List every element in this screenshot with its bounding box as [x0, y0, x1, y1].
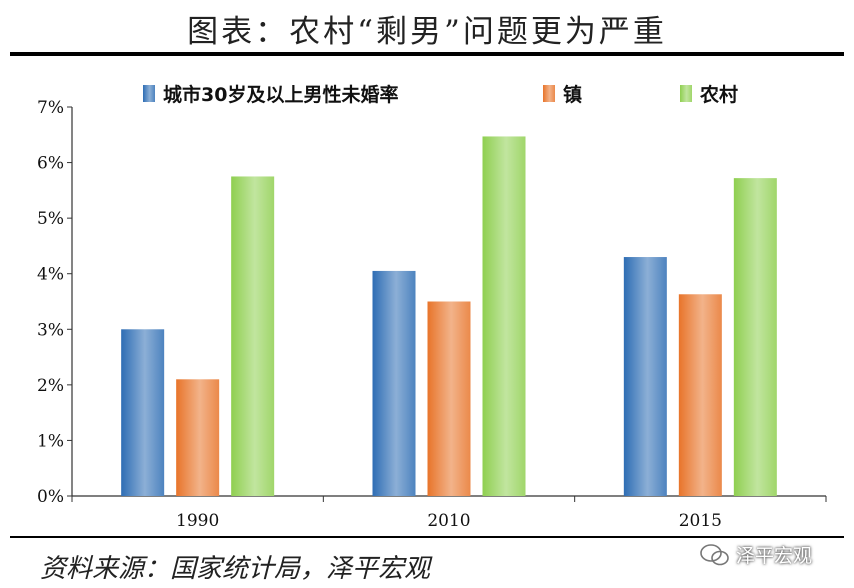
legend-swatch — [143, 85, 155, 102]
wechat-icon — [700, 543, 729, 565]
page-title: 图表：农村“剩男”问题更为严重 — [187, 14, 667, 50]
y-tick-label: 3% — [37, 320, 64, 340]
legend-label: 镇 — [563, 83, 582, 106]
bar-2010-series-2 — [482, 136, 526, 496]
legend-swatch — [543, 85, 555, 102]
source-rule — [10, 536, 844, 538]
bars — [121, 136, 777, 497]
legend: 城市30岁及以上男性未婚率 镇 农村 — [143, 83, 738, 106]
y-tick-label: 7% — [37, 98, 64, 118]
bar-2010-series-0 — [372, 270, 416, 496]
bar-2015-series-2 — [733, 178, 777, 497]
legend-label: 城市30岁及以上男性未婚率 — [163, 83, 398, 106]
bar-1990-series-1 — [176, 379, 220, 496]
x-tick-label: 2015 — [679, 511, 722, 531]
bar-2015-series-1 — [678, 294, 722, 496]
bar-2015-series-0 — [623, 257, 667, 496]
watermark: 泽平宏观 — [700, 541, 812, 568]
source-note: 资料来源：国家统计局，泽平宏观 — [40, 554, 431, 584]
bar-2010-series-1 — [427, 301, 471, 496]
bar-1990-series-2 — [231, 176, 275, 496]
watermark-text: 泽平宏观 — [736, 545, 813, 567]
legend-swatch — [680, 85, 692, 102]
legend-label: 农村 — [699, 83, 738, 106]
bar-chart: 城市30岁及以上男性未婚率 镇 农村 0% 1% 2% 3% 4% 5% 6% 7% 1990 20… — [37, 83, 827, 531]
title-rule — [10, 52, 844, 56]
y-tick-label: 1% — [37, 431, 64, 451]
y-tick-label: 4% — [37, 265, 64, 285]
y-tick-label: 5% — [37, 209, 64, 229]
y-axis: 0% 1% 2% 3% 4% 5% 6% 7% — [37, 98, 73, 507]
x-axis: 1990 2010 2015 — [71, 495, 827, 531]
y-tick-label: 0% — [37, 487, 64, 507]
y-tick-label: 2% — [37, 376, 64, 396]
x-tick-label: 2010 — [427, 511, 470, 531]
bar-1990-series-0 — [121, 329, 165, 496]
x-tick-label: 1990 — [176, 511, 219, 531]
y-tick-label: 6% — [37, 154, 64, 174]
